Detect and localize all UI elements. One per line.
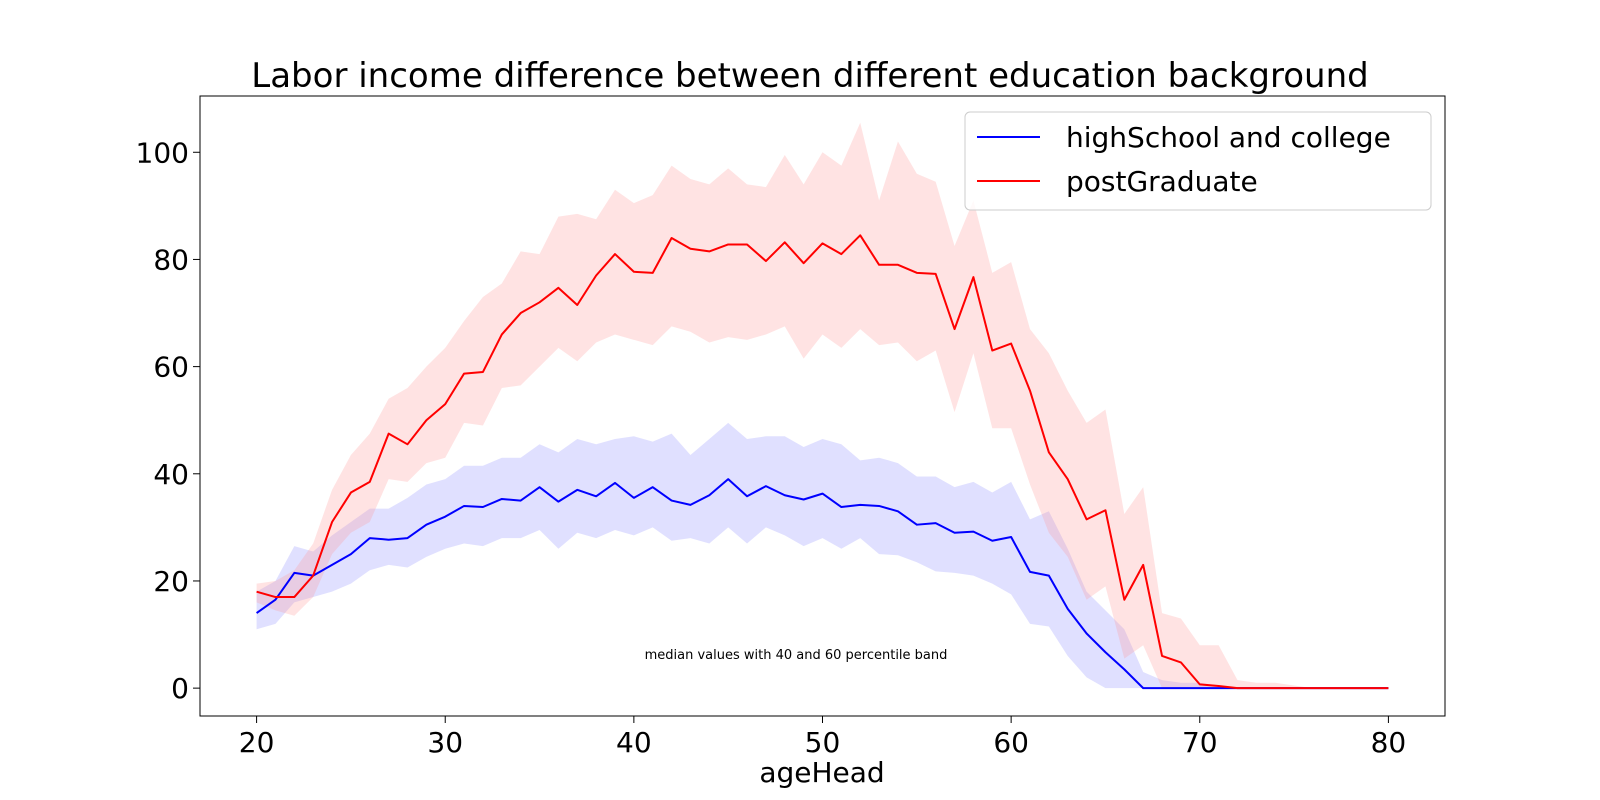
x-tick-label: 20 [239,726,275,759]
x-tick-label: 50 [805,726,841,759]
chart-title: Labor income difference between differen… [251,56,1368,96]
x-tick-label: 70 [1182,726,1218,759]
legend-box [964,111,1432,211]
y-tick-label: 80 [153,243,189,276]
y-tick-label: 0 [171,672,189,705]
legend-label: highSchool and college [1066,121,1391,154]
y-tick-label: 40 [153,458,189,491]
x-axis: 20 30 40 50 60 70 80 [239,716,1406,759]
y-axis: 0 20 40 60 80 100 [136,136,200,705]
line-series-2 [256,234,1389,690]
series-lines [256,234,1389,690]
legend: highSchool and college postGraduate [964,111,1432,211]
line-series-1 [256,478,1389,690]
x-axis-label: ageHead [759,756,884,789]
x-tick-label: 80 [1371,726,1407,759]
y-tick-label: 100 [136,136,189,169]
band-series-1 [256,422,1389,689]
annotation: median values with 40 and 60 percentile … [645,648,948,663]
y-tick-label: 60 [153,351,189,384]
legend-label: postGraduate [1066,165,1258,198]
x-tick-label: 40 [616,726,652,759]
band-series-2 [256,122,1389,689]
y-tick-label: 20 [153,565,189,598]
percentile-bands [256,122,1389,689]
x-tick-label: 30 [427,726,463,759]
x-tick-label: 60 [993,726,1029,759]
